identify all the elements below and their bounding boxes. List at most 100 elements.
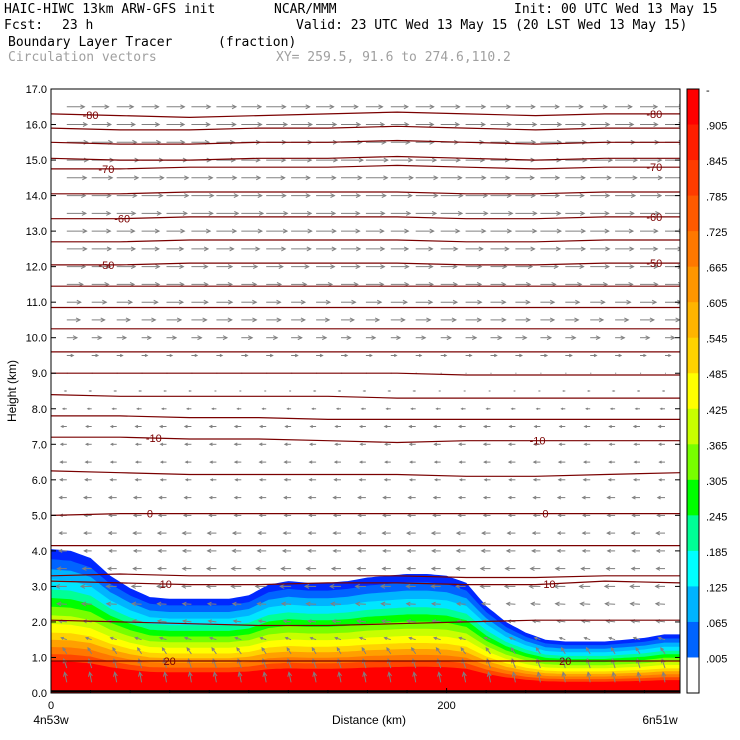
wind-vector-head-737	[357, 175, 363, 181]
wind-vector-head-388	[358, 424, 363, 429]
wind-vector-head-494	[519, 353, 524, 358]
wind-vector-18	[512, 672, 516, 683]
wind-vector-head-616	[452, 264, 458, 270]
wind-vector-head-329	[134, 460, 139, 464]
wind-vector-100	[58, 620, 67, 623]
wind-vector-head-301	[59, 478, 64, 482]
wind-vector-head-218	[480, 548, 486, 554]
wind-vector-head-321	[557, 478, 562, 482]
wind-vector-head-189	[381, 566, 387, 571]
wind-vector-head-521	[571, 335, 577, 341]
wind-vector-head-291	[432, 495, 437, 500]
wind-vector-head-683	[258, 210, 265, 216]
wind-vector-head-609	[278, 264, 284, 270]
wind-vector-head-316	[433, 478, 438, 482]
wind-vector-8	[263, 672, 267, 683]
wind-vector-head-419	[510, 407, 514, 410]
wind-vector-129	[157, 603, 167, 605]
wind-vector-11	[338, 672, 342, 683]
wind-vector-head-288	[357, 495, 362, 500]
colorbar-label-16: .005	[706, 654, 727, 666]
wind-vector-head-332	[209, 460, 213, 464]
wind-vector-head-94	[508, 636, 513, 641]
wind-vector-head-665	[429, 228, 435, 234]
wind-vector-head-269	[507, 513, 512, 518]
y-tick-label-15: 15.0	[26, 155, 47, 167]
wind-vector-head-823	[629, 122, 635, 127]
wind-vector-head-188	[356, 566, 362, 571]
wind-vector-head-651	[82, 228, 88, 234]
wind-vector-52	[112, 647, 118, 655]
wind-vector-74	[660, 647, 666, 655]
wind-vector-head-281	[183, 495, 188, 500]
temperature-contour-1	[51, 125, 680, 131]
wind-vector-head-650	[677, 246, 680, 252]
wind-vector-head-437	[337, 390, 340, 392]
wind-vector-head-211	[307, 548, 312, 553]
wind-vector-head-377	[85, 424, 89, 429]
wind-vector-head-476	[70, 353, 75, 358]
colorbar-label-12: .245	[706, 511, 727, 523]
wind-vector-head-296	[556, 495, 562, 500]
wind-vector-head-96	[558, 636, 563, 640]
wind-vector-head-348	[608, 460, 612, 464]
wind-vector-2	[114, 672, 118, 683]
wind-vector-head-361	[308, 442, 313, 446]
wind-vector-head-299	[631, 495, 636, 500]
wind-vector-head-267	[457, 513, 462, 518]
wind-vector-69	[535, 647, 541, 655]
wind-vector-119	[532, 620, 541, 623]
wind-vector-head-520	[546, 335, 553, 341]
wind-vector-head-740	[433, 175, 439, 181]
wind-vector-head-245	[531, 531, 537, 536]
contour-label-3-0: -50	[98, 260, 114, 272]
wind-vector-head-51	[62, 646, 67, 652]
wind-vector-head-110	[282, 619, 287, 624]
wind-vector-head-240	[406, 530, 411, 536]
wind-vector-136	[331, 603, 342, 605]
temperature-contour-5	[51, 191, 680, 195]
wind-vector-head-289	[382, 495, 387, 500]
wind-vector-head-236	[307, 531, 312, 536]
y-tick-label-1: 1.0	[32, 652, 47, 664]
wind-vector-head-89	[383, 636, 388, 641]
wind-vector-head-734	[280, 175, 286, 181]
wind-vector-head-310	[283, 478, 288, 482]
wind-vector-head-763	[383, 157, 389, 163]
wind-vector-head-766	[455, 157, 462, 163]
y-tick-label-16: 16.0	[26, 120, 47, 132]
wind-vector-head-515	[421, 335, 427, 341]
wind-vector-head-736	[331, 175, 337, 181]
wind-vector-head-499	[643, 353, 647, 358]
wind-vector-head-163	[354, 583, 360, 589]
wind-vector-head-65	[410, 646, 415, 652]
wind-vector-68	[510, 647, 516, 655]
vector-label: Circulation vectors	[8, 50, 157, 65]
wind-vector-head-418	[485, 407, 489, 410]
wind-vector-145	[555, 603, 566, 605]
wind-vector-head-604	[155, 264, 161, 270]
wind-vector-head-15	[412, 671, 418, 677]
colorbar-swatch-13	[687, 550, 699, 588]
wind-vector-head-694	[532, 210, 538, 216]
wind-vector-head-247	[581, 531, 586, 536]
wind-vector-head-412	[335, 407, 339, 411]
wind-vector-head-344	[507, 460, 512, 464]
colorbar-swatch-15	[687, 621, 699, 659]
wind-vector-head-829	[154, 104, 160, 110]
wind-vector-head-628	[130, 246, 137, 252]
wind-vector-head-543	[501, 317, 507, 323]
colorbar-label-6: .605	[706, 298, 727, 310]
wind-vector-head-687	[355, 210, 361, 216]
wind-vector-head-713	[381, 193, 387, 199]
wind-vector-head-58	[236, 647, 241, 652]
wind-vector-head-233	[231, 531, 237, 536]
wind-vector-head-336	[308, 460, 313, 464]
wind-vector-head-224	[631, 548, 636, 553]
wind-vector-head-633	[255, 246, 261, 252]
y-tick-label-3: 3.0	[32, 581, 47, 593]
wind-vector-head-605	[179, 264, 185, 270]
colorbar-swatch-12	[687, 515, 699, 552]
temperature-contour-4	[51, 164, 680, 170]
wind-vector-23	[637, 672, 641, 683]
